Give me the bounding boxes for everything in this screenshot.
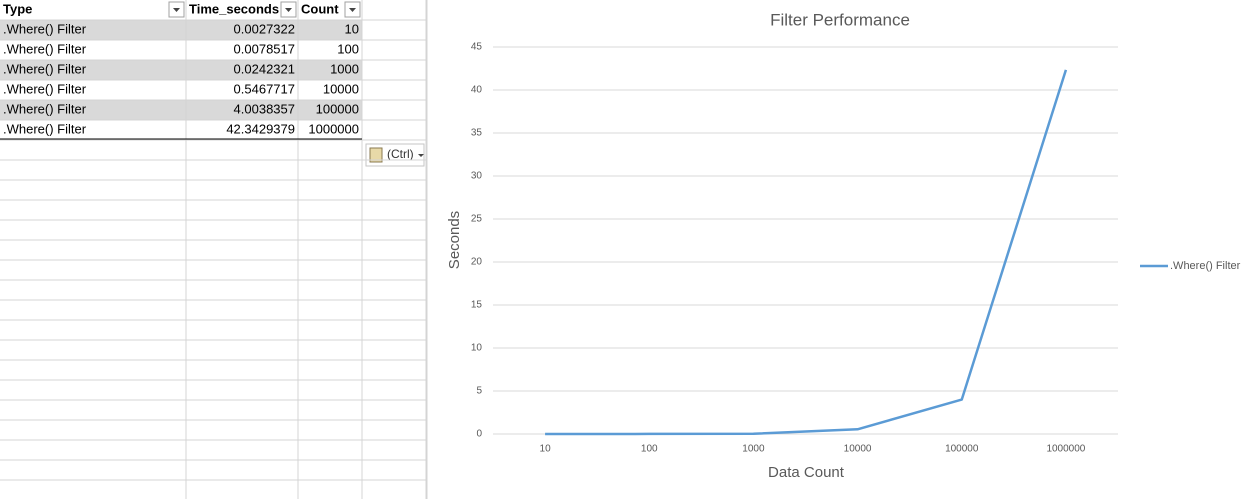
table-cell: 0.0242321 [234, 61, 295, 76]
y-tick-label: 5 [476, 386, 482, 397]
legend-label: .Where() Filter [1170, 260, 1241, 272]
filter-arrow [285, 8, 292, 12]
table-cell: .Where() Filter [3, 101, 87, 116]
chart-title: Filter Performance [770, 10, 910, 29]
column-header: Type [3, 1, 32, 16]
table-cell: 0.0078517 [234, 41, 295, 56]
row-band [0, 20, 362, 40]
column-header: Time_seconds [189, 1, 279, 16]
x-tick-label: 10000 [844, 444, 872, 455]
filter-arrow [173, 8, 180, 12]
table-cell: 10000 [323, 81, 359, 96]
row-band [0, 100, 362, 120]
filter-arrow [349, 8, 356, 12]
table-cell: 100 [337, 41, 359, 56]
y-tick-label: 10 [471, 343, 483, 354]
y-tick-label: 35 [471, 128, 483, 139]
x-tick-label: 100 [641, 444, 658, 455]
y-tick-label: 0 [476, 429, 482, 440]
paste-button-label[interactable]: (Ctrl) [387, 147, 414, 161]
x-axis-label: Data Count [768, 464, 845, 481]
x-tick-label: 1000 [742, 444, 765, 455]
paste-dropdown-arrow [418, 154, 424, 157]
y-tick-label: 40 [471, 85, 483, 96]
x-tick-label: 1000000 [1046, 444, 1085, 455]
table-cell: 0.5467717 [234, 81, 295, 96]
table-cell: .Where() Filter [3, 41, 87, 56]
table-cell: 0.0027322 [234, 21, 295, 36]
table-cell: .Where() Filter [3, 121, 87, 136]
column-header: Count [301, 1, 339, 16]
y-tick-label: 20 [471, 257, 483, 268]
x-tick-label: 100000 [945, 444, 979, 455]
table-cell: .Where() Filter [3, 21, 87, 36]
y-tick-label: 45 [471, 42, 483, 53]
y-axis-label: Seconds [446, 211, 463, 269]
data-line [545, 69, 1068, 436]
table-cell: 1000000 [308, 121, 359, 136]
y-tick-label: 25 [471, 214, 483, 225]
y-tick-label: 30 [471, 171, 483, 182]
y-tick-label: 15 [471, 300, 483, 311]
table-cell: 10 [345, 21, 359, 36]
table-cell: .Where() Filter [3, 81, 87, 96]
x-tick-label: 10 [540, 444, 552, 455]
table-cell: 4.0038357 [234, 101, 295, 116]
table-cell: 1000 [330, 61, 359, 76]
table-cell: .Where() Filter [3, 61, 87, 76]
table-cell: 42.3429379 [226, 121, 295, 136]
table-cell: 100000 [316, 101, 359, 116]
paste-icon [369, 147, 383, 163]
row-band [0, 60, 362, 80]
